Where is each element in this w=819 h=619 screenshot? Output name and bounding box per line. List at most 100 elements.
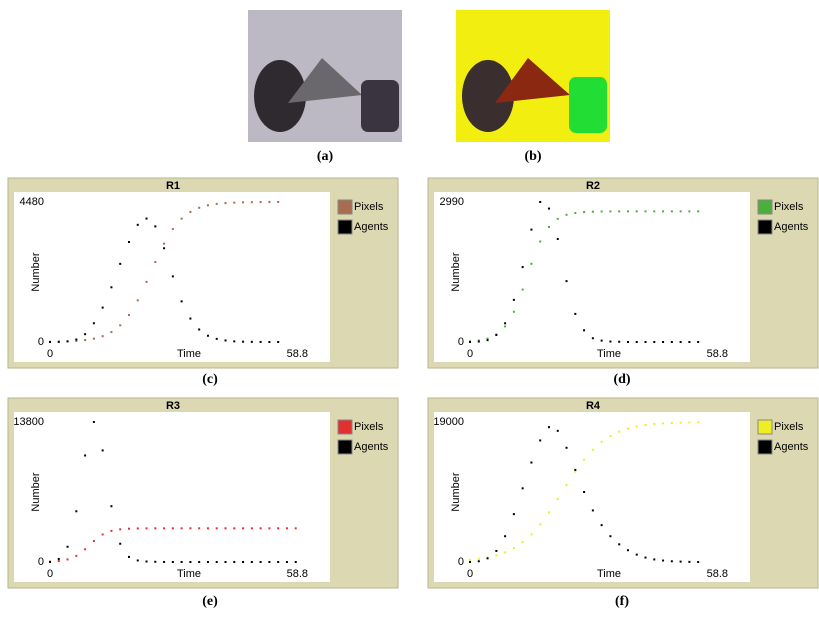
data-point — [662, 341, 664, 343]
data-point — [154, 527, 156, 529]
data-point — [49, 341, 51, 343]
data-point — [627, 428, 629, 430]
data-point — [592, 337, 594, 339]
data-point — [618, 210, 620, 212]
y-tick-label: 13800 — [13, 416, 44, 428]
data-point — [102, 307, 104, 309]
y-axis-label: Number — [30, 472, 42, 511]
data-point — [181, 561, 183, 563]
data-point — [522, 541, 524, 543]
data-point — [583, 459, 585, 461]
data-point — [662, 422, 664, 424]
data-point — [268, 527, 270, 529]
legend-label: Pixels — [774, 421, 804, 433]
data-point — [583, 329, 585, 331]
data-point — [93, 338, 95, 340]
data-point — [102, 533, 104, 535]
data-point — [128, 556, 130, 558]
data-point — [268, 341, 270, 343]
data-point — [697, 341, 699, 343]
data-point — [242, 561, 244, 563]
data-point — [242, 341, 244, 343]
data-point — [268, 561, 270, 563]
data-point — [539, 439, 541, 441]
data-point — [530, 533, 532, 535]
data-point — [478, 558, 480, 560]
data-point — [84, 454, 86, 456]
data-point — [566, 280, 568, 282]
data-point — [163, 247, 165, 249]
data-point — [137, 224, 139, 226]
data-point — [93, 322, 95, 324]
data-point — [618, 431, 620, 433]
data-point — [277, 527, 279, 529]
legend-label: Pixels — [354, 201, 384, 213]
data-point — [495, 554, 497, 556]
panel-label: (e) — [202, 594, 218, 609]
x-tick-label: 58.8 — [287, 568, 308, 580]
data-point — [513, 547, 515, 549]
data-point — [119, 543, 121, 545]
legend-label: Agents — [774, 221, 809, 233]
plot-area — [434, 192, 750, 362]
data-point — [198, 561, 200, 563]
x-tick-label: 0 — [47, 348, 53, 360]
data-point — [662, 210, 664, 212]
panel-label: (d) — [613, 372, 630, 387]
data-point — [688, 341, 690, 343]
data-point — [260, 561, 262, 563]
data-point — [469, 559, 471, 561]
data-point — [128, 528, 130, 530]
data-point — [557, 430, 559, 432]
data-point — [260, 201, 262, 203]
x-axis-label: Time — [597, 348, 621, 360]
data-point — [557, 218, 559, 220]
data-point — [58, 560, 60, 562]
data-point — [680, 561, 682, 563]
data-point — [225, 202, 227, 204]
data-point — [198, 207, 200, 209]
data-point — [84, 339, 86, 341]
data-point — [487, 557, 489, 559]
data-point — [478, 560, 480, 562]
data-point — [58, 558, 60, 560]
legend-label: Pixels — [774, 201, 804, 213]
data-point — [688, 210, 690, 212]
data-point — [163, 527, 165, 529]
square-shape — [361, 80, 399, 132]
y-tick-label: 19000 — [433, 416, 464, 428]
data-point — [189, 527, 191, 529]
data-point — [574, 212, 576, 214]
data-point — [286, 561, 288, 563]
x-tick-label: 0 — [467, 348, 473, 360]
data-point — [469, 561, 471, 563]
data-point — [671, 422, 673, 424]
data-point — [530, 462, 532, 464]
data-point — [609, 210, 611, 212]
data-point — [636, 341, 638, 343]
data-point — [548, 426, 550, 428]
data-point — [181, 218, 183, 220]
panel-label: (f) — [615, 594, 629, 609]
data-point — [627, 549, 629, 551]
x-tick-label: 58.8 — [707, 568, 728, 580]
data-point — [662, 560, 664, 562]
data-point — [504, 551, 506, 553]
data-point — [601, 441, 603, 443]
data-point — [671, 210, 673, 212]
data-point — [67, 546, 69, 548]
legend-label: Agents — [354, 221, 389, 233]
data-point — [198, 329, 200, 331]
legend-swatch — [338, 440, 352, 454]
data-point — [295, 561, 297, 563]
data-point — [574, 313, 576, 315]
data-point — [137, 559, 139, 561]
y-tick-label: 2990 — [440, 196, 464, 208]
chart-title: R2 — [586, 180, 600, 192]
data-point — [110, 505, 112, 507]
data-point — [680, 422, 682, 424]
data-point — [172, 527, 174, 529]
data-point — [233, 561, 235, 563]
chart-title: R3 — [166, 400, 180, 412]
data-point — [539, 201, 541, 203]
